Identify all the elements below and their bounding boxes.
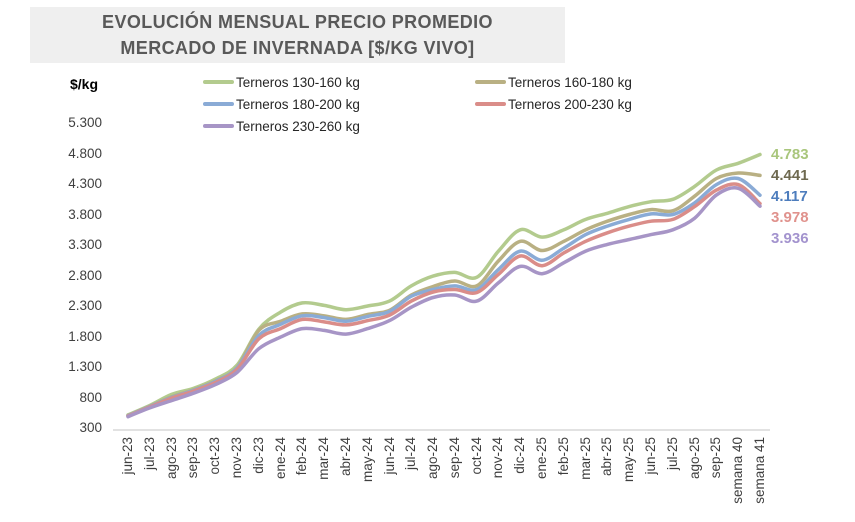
x-tick-label: oct-23 [207, 437, 223, 475]
y-tick-label: 1.800 [68, 328, 102, 344]
y-tick-label: 300 [79, 420, 102, 435]
legend-swatch-icon [203, 124, 234, 128]
legend-item-terneros-230-260-kg: Terneros 230-260 kg [203, 119, 475, 134]
chart-title-line-2: MERCADO DE INVERNADA [$/KG VIVO] [120, 38, 475, 58]
chart-title-box: EVOLUCIÓN MENSUAL PRECIO PROMEDIO MERCAD… [30, 7, 565, 63]
x-tick-label: may-24 [359, 437, 375, 483]
x-tick-label: jun-24 [381, 437, 397, 475]
legend-label: Terneros 200-230 kg [508, 96, 632, 112]
x-tick-label: sep-25 [708, 437, 724, 479]
legend-item-terneros-200-230-kg: Terneros 200-230 kg [475, 97, 632, 112]
chart-legend: Terneros 130-160 kg Terneros 160-180 kg Te… [203, 71, 632, 137]
legend-label: Terneros 180-200 kg [236, 96, 360, 112]
legend-label: Terneros 230-260 kg [236, 118, 360, 134]
x-tick-label: nov-24 [490, 437, 506, 479]
x-tick-label: dic-24 [512, 437, 528, 474]
chart-title-line-1: EVOLUCIÓN MENSUAL PRECIO PROMEDIO [102, 11, 493, 32]
legend-item-terneros-160-180-kg: Terneros 160-180 kg [475, 75, 632, 90]
x-tick-label: ago-23 [163, 437, 179, 480]
x-tick-label: jun-23 [120, 437, 135, 475]
y-tick-label: 5.300 [68, 115, 102, 130]
x-tick-label: semana 41 [752, 437, 767, 504]
legend-swatch-icon [203, 102, 234, 106]
x-tick-label: oct-24 [468, 437, 484, 475]
legend-swatch-icon [203, 80, 234, 84]
y-tick-label: 3.800 [68, 206, 102, 222]
y-tick-label: 4.800 [68, 145, 102, 161]
x-tick-label: dic-23 [250, 437, 266, 474]
series-line-terneros-200-230-kg [126, 182, 762, 418]
legend-item-terneros-130-160-kg: Terneros 130-160 kg [203, 75, 475, 90]
legend-item-terneros-180-200-kg: Terneros 180-200 kg [203, 97, 475, 112]
legend-swatch-icon [475, 102, 506, 106]
legend-swatch-icon [475, 80, 506, 84]
y-tick-label: 800 [79, 389, 102, 405]
y-axis-labels: 5.300 4.800 4.300 3.800 3.300 2.800 2.300 1.800… [28, 0, 102, 460]
y-tick-label: 2.300 [68, 298, 102, 313]
x-tick-label: ago-25 [686, 437, 702, 480]
x-tick-label: semana 40 [730, 437, 746, 504]
x-tick-label: abr-24 [337, 437, 353, 477]
legend-label: Terneros 130-160 kg [236, 74, 360, 90]
y-tick-label: 2.800 [68, 267, 102, 283]
y-tick-label: 4.300 [68, 176, 102, 191]
x-tick-label: jul-25 [664, 437, 680, 471]
x-tick-label: ago-24 [425, 437, 441, 480]
legend-label: Terneros 160-180 kg [508, 74, 632, 90]
series-line-terneros-230-260-kg [126, 186, 762, 419]
x-tick-label: jul-24 [403, 437, 419, 471]
x-tick-label: mar-24 [316, 437, 332, 480]
x-tick-label: abr-25 [599, 437, 615, 477]
x-tick-label: jul-23 [141, 437, 157, 471]
x-tick-label: sep-24 [446, 437, 462, 479]
x-tick-label: nov-23 [228, 437, 244, 479]
x-tick-label: may-25 [621, 437, 637, 483]
x-tick-label: feb-25 [555, 437, 571, 476]
y-tick-label: 1.300 [68, 359, 102, 374]
x-tick-label: ene-24 [272, 437, 288, 480]
x-tick-label: feb-24 [294, 437, 310, 476]
y-axis-unit-label: $/kg [69, 76, 98, 92]
y-tick-label: 3.300 [68, 237, 102, 252]
x-tick-label: mar-25 [577, 437, 593, 480]
x-tick-label: ene-25 [534, 437, 550, 480]
x-tick-label: jun-25 [643, 437, 659, 475]
x-tick-label: sep-23 [185, 437, 201, 479]
